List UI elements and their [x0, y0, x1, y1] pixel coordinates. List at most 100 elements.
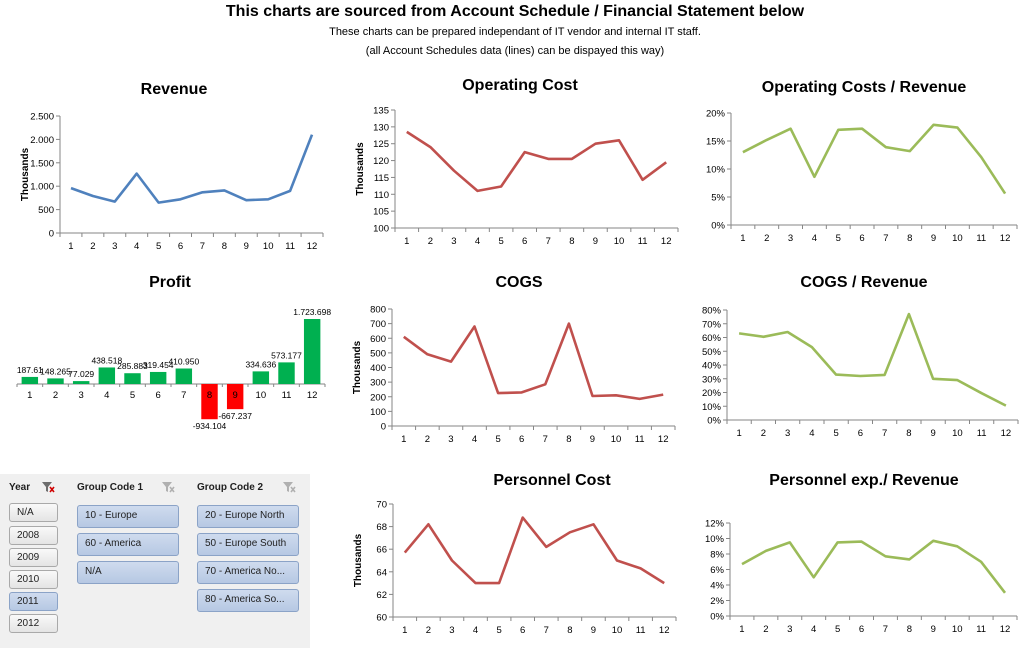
x-tick-label: 1 [401, 434, 406, 445]
slicer-item-group-code-1[interactable]: 60 - America [77, 533, 179, 556]
group-code-1-slicer-title: Group Code 1 [77, 482, 144, 493]
series-line [403, 322, 664, 401]
slicer-item-group-code-2[interactable]: 20 - Europe North [197, 505, 299, 528]
revenue-chart: Revenue 0 500 1.000 1.500 2.000 2.500 1 2 3 4 5 6 7 8 9… [0, 78, 335, 258]
x-tick-label: 9 [593, 236, 598, 247]
x-tick-label: 11 [635, 434, 645, 445]
x-tick-label: 1 [27, 390, 32, 401]
x-tick-label: 7 [543, 434, 548, 445]
y-tick-label: 64 [376, 567, 387, 578]
y-tick-label: 125 [373, 139, 389, 150]
x-tick-label: 6 [859, 624, 864, 635]
x-tick-label: 3 [449, 625, 454, 636]
series-line [741, 539, 1007, 594]
y-tick-label: 60 [376, 613, 387, 624]
series-line [70, 134, 314, 204]
slicer-item-year[interactable]: 2008 [9, 526, 58, 545]
y-tick-label: 5% [711, 193, 725, 204]
slicer-item-group-code-2[interactable]: 80 - America So... [197, 589, 299, 612]
chart-title: COGS [495, 274, 542, 291]
bar [47, 378, 64, 384]
x-tick-label: 11 [638, 236, 648, 247]
x-tick-label: 6 [178, 241, 183, 252]
y-tick-label: 10% [706, 165, 726, 176]
x-tick-label: 9 [931, 233, 936, 244]
personnel_rev-svg: Personnel exp./ Revenue 0% 2% 4% 6% 8% 10% 12% 1… [705, 472, 1018, 635]
x-tick-label: 12 [1000, 624, 1011, 635]
x-tick-label: 4 [475, 236, 480, 247]
slicer-item-group-code-2[interactable]: 70 - America No... [197, 561, 299, 584]
year-slicer-title: Year [9, 482, 31, 493]
x-tick-label: 10 [952, 428, 963, 439]
bar [72, 381, 90, 384]
y-tick-label: 10% [702, 402, 722, 413]
chart-title: Operating Cost [462, 77, 578, 94]
x-tick-label: 5 [835, 624, 840, 635]
clear-filter-icon[interactable] [41, 481, 55, 493]
y-axis-label: Thousands [353, 533, 364, 587]
y-tick-label: 2% [710, 596, 724, 607]
y-tick-label: 60% [702, 333, 722, 344]
x-tick-label: 8 [569, 236, 574, 247]
x-tick-label: 6 [156, 390, 161, 401]
y-tick-label: 4% [710, 581, 724, 592]
bar [175, 368, 193, 384]
y-tick-label: 1.000 [30, 182, 54, 193]
operating-cost-chart: Operating Cost 100 105 110 115 120 125 130 135 1 2… [345, 74, 680, 254]
x-tick-label: 4 [812, 233, 817, 244]
bar [226, 384, 244, 410]
series-line [738, 312, 1007, 407]
group-code-2-slicer-title: Group Code 2 [197, 482, 264, 493]
x-tick-label: 12 [1000, 233, 1011, 244]
slicer-item-group-code-1[interactable]: N/A [77, 561, 179, 584]
x-tick-label: 7 [883, 233, 888, 244]
x-tick-label: 3 [451, 236, 456, 247]
clear-filter-icon[interactable] [161, 481, 175, 493]
profit-chart: Profit 187.61 1 148.265 2 77.029 3 438.518 4 285.… [0, 271, 335, 451]
x-tick-label: 3 [787, 624, 792, 635]
y-axis-label: Thousands [355, 142, 366, 196]
slicer-item-year[interactable]: 2012 [9, 614, 58, 633]
y-tick-label: 70 [376, 500, 387, 511]
slicer-item-group-code-2[interactable]: 50 - Europe South [197, 533, 299, 556]
x-tick-label: 1 [404, 236, 409, 247]
data-label: 334.636 [245, 359, 276, 369]
y-tick-label: 20% [706, 109, 726, 120]
x-tick-label: 5 [496, 625, 501, 636]
slicer-item-group-code-1[interactable]: 10 - Europe [77, 505, 179, 528]
chart-title: Personnel exp./ Revenue [769, 472, 959, 489]
data-label: -934.104 [193, 421, 227, 431]
x-tick-label: 2 [425, 434, 430, 445]
y-tick-label: 10% [705, 534, 725, 545]
data-label: 285.883 [117, 361, 148, 371]
data-label: 410.950 [168, 357, 199, 367]
series-line [742, 123, 1007, 195]
slicer-item-year[interactable]: 2009 [9, 548, 58, 567]
slicer-item-year[interactable]: 2010 [9, 570, 58, 589]
y-tick-label: 700 [370, 319, 386, 330]
chart-title: Personnel Cost [493, 472, 611, 489]
y-tick-label: 130 [373, 122, 389, 133]
data-label: 187.61 [17, 365, 43, 375]
x-tick-label: 2 [426, 625, 431, 636]
slicer-item-year[interactable]: N/A [9, 503, 58, 522]
x-tick-label: 10 [614, 236, 625, 247]
x-tick-label: 4 [809, 428, 814, 439]
x-tick-label: 3 [785, 428, 790, 439]
clear-filter-icon[interactable] [282, 481, 296, 493]
data-label: -667.237 [218, 411, 252, 421]
y-tick-label: 12% [705, 519, 725, 530]
slicer-item-year-selected[interactable]: 2011 [9, 592, 58, 611]
series-line [403, 516, 665, 585]
bar [278, 362, 295, 384]
x-tick-label: 12 [307, 241, 318, 252]
y-tick-label: 110 [374, 190, 389, 201]
x-tick-label: 9 [591, 625, 596, 636]
data-label: 77.029 [68, 369, 94, 379]
personnel-revenue-chart: Personnel exp./ Revenue 0% 2% 4% 6% 8% 10% 12% 1… [690, 469, 1025, 644]
x-tick-label: 2 [90, 241, 95, 252]
bar [252, 371, 270, 384]
